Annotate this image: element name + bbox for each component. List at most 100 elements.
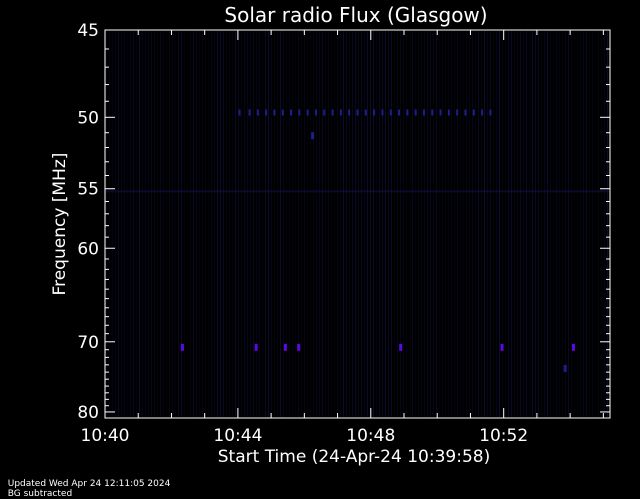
background-streak	[208, 31, 209, 417]
background-streak	[505, 31, 506, 417]
band-55mhz	[106, 190, 609, 193]
burst-point	[297, 343, 301, 351]
footer: Updated Wed Apr 24 12:11:05 2024 BG subt…	[2, 469, 182, 499]
y-tick-label: 60	[77, 239, 99, 259]
y-tick-label: 70	[77, 333, 99, 353]
background-streak	[538, 31, 539, 417]
band-mark	[314, 109, 317, 116]
background-streak	[415, 31, 416, 417]
background-streak	[193, 31, 194, 417]
band-mark	[248, 109, 251, 116]
background-streak	[352, 31, 353, 417]
band-mark	[422, 109, 425, 116]
background-streak	[172, 31, 173, 417]
band-mark	[348, 109, 351, 116]
background-streak	[106, 31, 107, 417]
band-mark	[273, 109, 276, 116]
background-streak	[454, 31, 455, 417]
background-streak	[301, 31, 302, 417]
background-streak	[133, 31, 134, 417]
band-mark	[339, 109, 342, 116]
background-streak	[388, 31, 389, 417]
background-streak	[316, 31, 317, 417]
background-streak	[460, 31, 461, 417]
burst-point	[180, 343, 184, 351]
background-streak	[211, 31, 212, 417]
burst-point	[283, 343, 287, 351]
background-streak	[142, 31, 143, 417]
band-mark	[456, 109, 459, 116]
background-streak	[271, 31, 272, 417]
background-streak	[220, 31, 221, 417]
background-streak	[262, 31, 263, 417]
background-streak	[436, 31, 437, 417]
background-streak	[481, 31, 482, 417]
band-mark	[398, 109, 401, 116]
background-streak	[592, 31, 593, 417]
background-streak	[433, 31, 434, 417]
background-streak	[214, 31, 215, 417]
background-streak	[163, 31, 164, 417]
background-streak	[403, 31, 404, 417]
background-streak	[328, 31, 329, 417]
background-streak	[607, 31, 608, 417]
background-streak	[202, 31, 203, 417]
background-streak	[427, 31, 428, 417]
background-streak	[556, 31, 557, 417]
burst-point	[563, 365, 567, 373]
background-streak	[130, 31, 131, 417]
y-tick-label: 55	[77, 180, 99, 200]
burst-point	[399, 343, 403, 351]
background-streak	[604, 31, 605, 417]
background-streak	[520, 31, 521, 417]
background-streak	[181, 31, 182, 417]
background-streak	[562, 31, 563, 417]
background-streak	[601, 31, 602, 417]
background-streak	[469, 31, 470, 417]
background-streak	[541, 31, 542, 417]
band-mark	[481, 109, 484, 116]
background-streak	[478, 31, 479, 417]
background-streak	[532, 31, 533, 417]
background-streak	[151, 31, 152, 417]
spectrogram-chart: 45 50 55 60 70 80 10:40 10:44 10:48 10:52 Solar …	[50, 3, 611, 467]
background-streak	[307, 31, 308, 417]
background-streak	[409, 31, 410, 417]
background-streak	[580, 31, 581, 417]
background-streak	[109, 31, 110, 417]
x-tick-label: 10:48	[346, 426, 395, 446]
background-streak	[112, 31, 113, 417]
background-streak	[544, 31, 545, 417]
background-streak	[124, 31, 125, 417]
background-streak	[523, 31, 524, 417]
background-streak	[502, 31, 503, 417]
band-mark	[406, 109, 409, 116]
background-streak	[496, 31, 497, 417]
burst-point	[500, 343, 504, 351]
background-streak	[457, 31, 458, 417]
background-streak	[232, 31, 233, 417]
background-streak	[358, 31, 359, 417]
background-streak	[586, 31, 587, 417]
background-streak	[574, 31, 575, 417]
background-streak	[298, 31, 299, 417]
background-streak	[391, 31, 392, 417]
background-streak	[223, 31, 224, 417]
background-streak	[190, 31, 191, 417]
background-streak	[115, 31, 116, 417]
burst-point	[254, 343, 258, 351]
background-streak	[259, 31, 260, 417]
background-streak	[292, 31, 293, 417]
background-streak	[364, 31, 365, 417]
background-streak	[160, 31, 161, 417]
band-mark	[306, 109, 309, 116]
background-streak	[394, 31, 395, 417]
background-streak	[490, 31, 491, 417]
background-streak	[442, 31, 443, 417]
band-mark	[238, 109, 241, 116]
background-streak	[337, 31, 338, 417]
background-streak	[430, 31, 431, 417]
background-streak	[235, 31, 236, 417]
background-streak	[334, 31, 335, 417]
band-mark	[489, 109, 492, 116]
